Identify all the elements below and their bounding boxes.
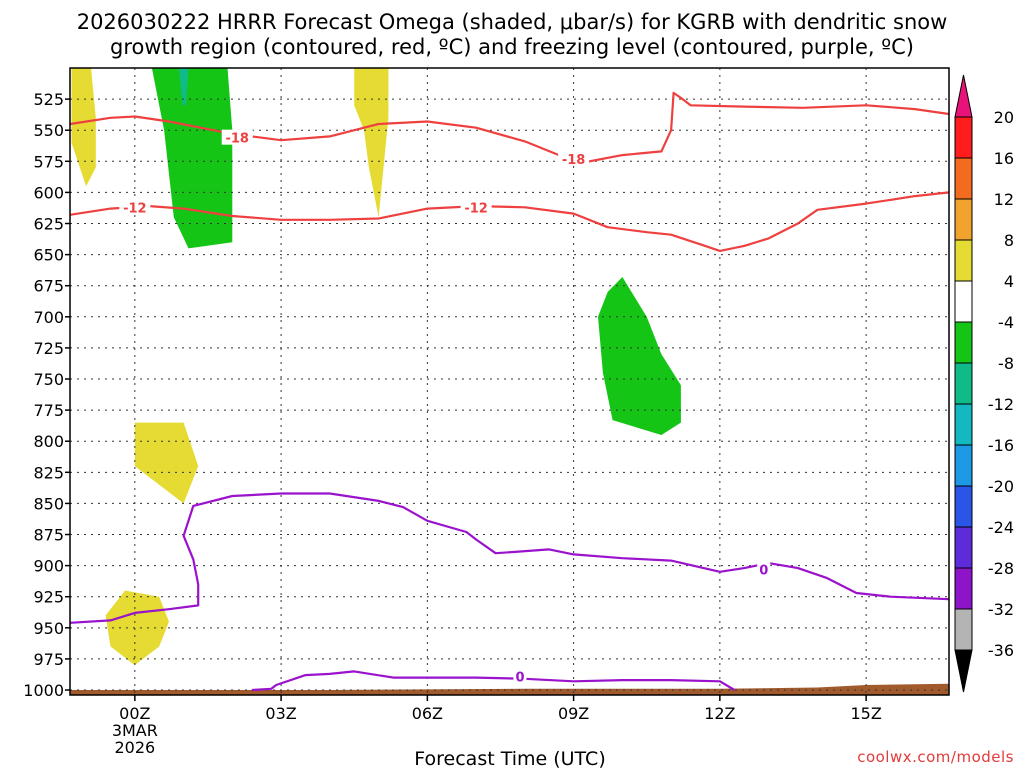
colorbar-level-9: -20 (988, 477, 1014, 496)
colorbar-segment-0 (954, 116, 973, 159)
x-tick-03Z: 03Z (265, 704, 296, 723)
y-tick-750: 750 (33, 370, 64, 389)
contour-label-bg (221, 129, 253, 145)
colorbar-segment-9 (954, 485, 973, 528)
omega-region-0 (71, 68, 96, 187)
omega-region-2 (134, 422, 199, 504)
x-tick-date-month: 3MAR (112, 721, 158, 740)
y-tick-575: 575 (33, 152, 64, 171)
colorbar-segment-4 (954, 280, 973, 323)
colorbar-level-13: -36 (988, 641, 1014, 660)
colorbar-top-arrow (954, 74, 973, 118)
contour-label-freezing_upper-0: 0 (759, 563, 768, 578)
colorbar-segment-6 (954, 362, 973, 405)
contour-freezing_lower (251, 670, 736, 692)
y-tick-650: 650 (33, 246, 64, 265)
contour-label-dgz_bottom-0: -12 (123, 201, 147, 216)
terrain-layer (70, 683, 949, 695)
y-tick-550: 550 (33, 121, 64, 140)
contour-labels: -18 -18 -12 -12 0 0 (119, 129, 771, 685)
y-tick-950: 950 (33, 619, 64, 638)
plot-area: -18 -18 -12 -12 0 0 (69, 67, 950, 696)
chart-title-line1: 2026030222 HRRR Forecast Omega (shaded, … (77, 10, 948, 34)
y-tick-925: 925 (33, 588, 64, 607)
x-tick-00Z: 00Z (119, 704, 150, 723)
colorbar-level-2: 12 (994, 190, 1014, 209)
contour-label-bg (513, 668, 527, 684)
y-tick-1000: 1000 (23, 681, 64, 700)
colorbar-segment-10 (954, 526, 973, 569)
y-tick-700: 700 (33, 308, 64, 327)
colorbar-level-7: -12 (988, 395, 1014, 414)
x-tick-15Z: 15Z (850, 704, 881, 723)
colorbar-level-6: -8 (998, 354, 1014, 373)
colorbar-level-0: 20 (994, 108, 1014, 127)
x-tick-06Z: 06Z (412, 704, 443, 723)
contour-label-dgz_top-1: -18 (562, 153, 586, 168)
colorbar-segment-1 (954, 157, 973, 200)
y-tick-850: 850 (33, 494, 64, 513)
contour-label-bg (119, 199, 151, 215)
y-tick-675: 675 (33, 277, 64, 296)
x-tick-date-year: 2026 (114, 738, 155, 757)
x-tick-12Z: 12Z (704, 704, 735, 723)
contour-label-dgz_top-0: -18 (225, 132, 249, 147)
colorbar-bottom-arrow (954, 649, 973, 693)
contour-dgz_bottom (69, 191, 950, 252)
colorbar-level-10: -24 (988, 518, 1014, 537)
colorbar-level-4: 4 (1004, 272, 1014, 291)
colorbar-segment-7 (954, 403, 973, 446)
terrain-fill (70, 683, 949, 695)
contour-label-bg (460, 199, 492, 215)
colorbar-level-11: -28 (988, 559, 1014, 578)
y-tick-775: 775 (33, 401, 64, 420)
y-tick-600: 600 (33, 183, 64, 202)
omega-region-4 (151, 68, 233, 249)
contour-label-freezing_lower-0: 0 (515, 670, 524, 685)
site-credit: coolwx.com/models (857, 748, 1014, 766)
omega-colorbar: 20 16 12 8 4 -4 -8 -12 -16 -20 -24 -28 -32 -36 (954, 74, 1014, 693)
omega-shading (71, 68, 681, 666)
colorbar-segment-8 (954, 444, 973, 487)
x-axis-label: Forecast Time (UTC) (414, 748, 605, 768)
colorbar-level-3: 8 (1004, 231, 1014, 250)
colorbar-segment-12 (954, 608, 973, 651)
omega-region-5 (178, 68, 189, 106)
colorbar-segment-2 (954, 198, 973, 241)
colorbar-segment-11 (954, 567, 973, 610)
y-tick-800: 800 (33, 432, 64, 451)
omega-region-3 (105, 590, 169, 666)
colorbar-level-1: 16 (994, 149, 1014, 168)
x-tick-09Z: 09Z (558, 704, 589, 723)
y-tick-975: 975 (33, 650, 64, 669)
chart-title-line2: growth region (contoured, red, ºC) and f… (110, 35, 914, 59)
contour-label-bg (757, 561, 771, 577)
pressure-axis: 525 550 575 600 625 650 675 700 725 750 775 800 825 8… (23, 90, 70, 700)
contour-freezing_upper (69, 492, 950, 624)
colorbar-level-8: -16 (988, 436, 1014, 455)
contour-label-dgz_bottom-1: -12 (464, 201, 488, 216)
y-tick-900: 900 (33, 557, 64, 576)
y-tick-875: 875 (33, 526, 64, 545)
y-tick-725: 725 (33, 339, 64, 358)
contour-label-bg (558, 150, 590, 166)
y-tick-825: 825 (33, 463, 64, 482)
colorbar-level-5: -4 (998, 313, 1014, 332)
y-tick-625: 625 (33, 215, 64, 234)
plot-frame (69, 67, 950, 696)
colorbar-level-12: -32 (988, 600, 1014, 619)
colorbar-segment-3 (954, 239, 973, 282)
colorbar-segment-5 (954, 321, 973, 364)
omega-region-1 (354, 68, 389, 218)
y-tick-525: 525 (33, 90, 64, 109)
omega-region-6 (598, 277, 681, 435)
